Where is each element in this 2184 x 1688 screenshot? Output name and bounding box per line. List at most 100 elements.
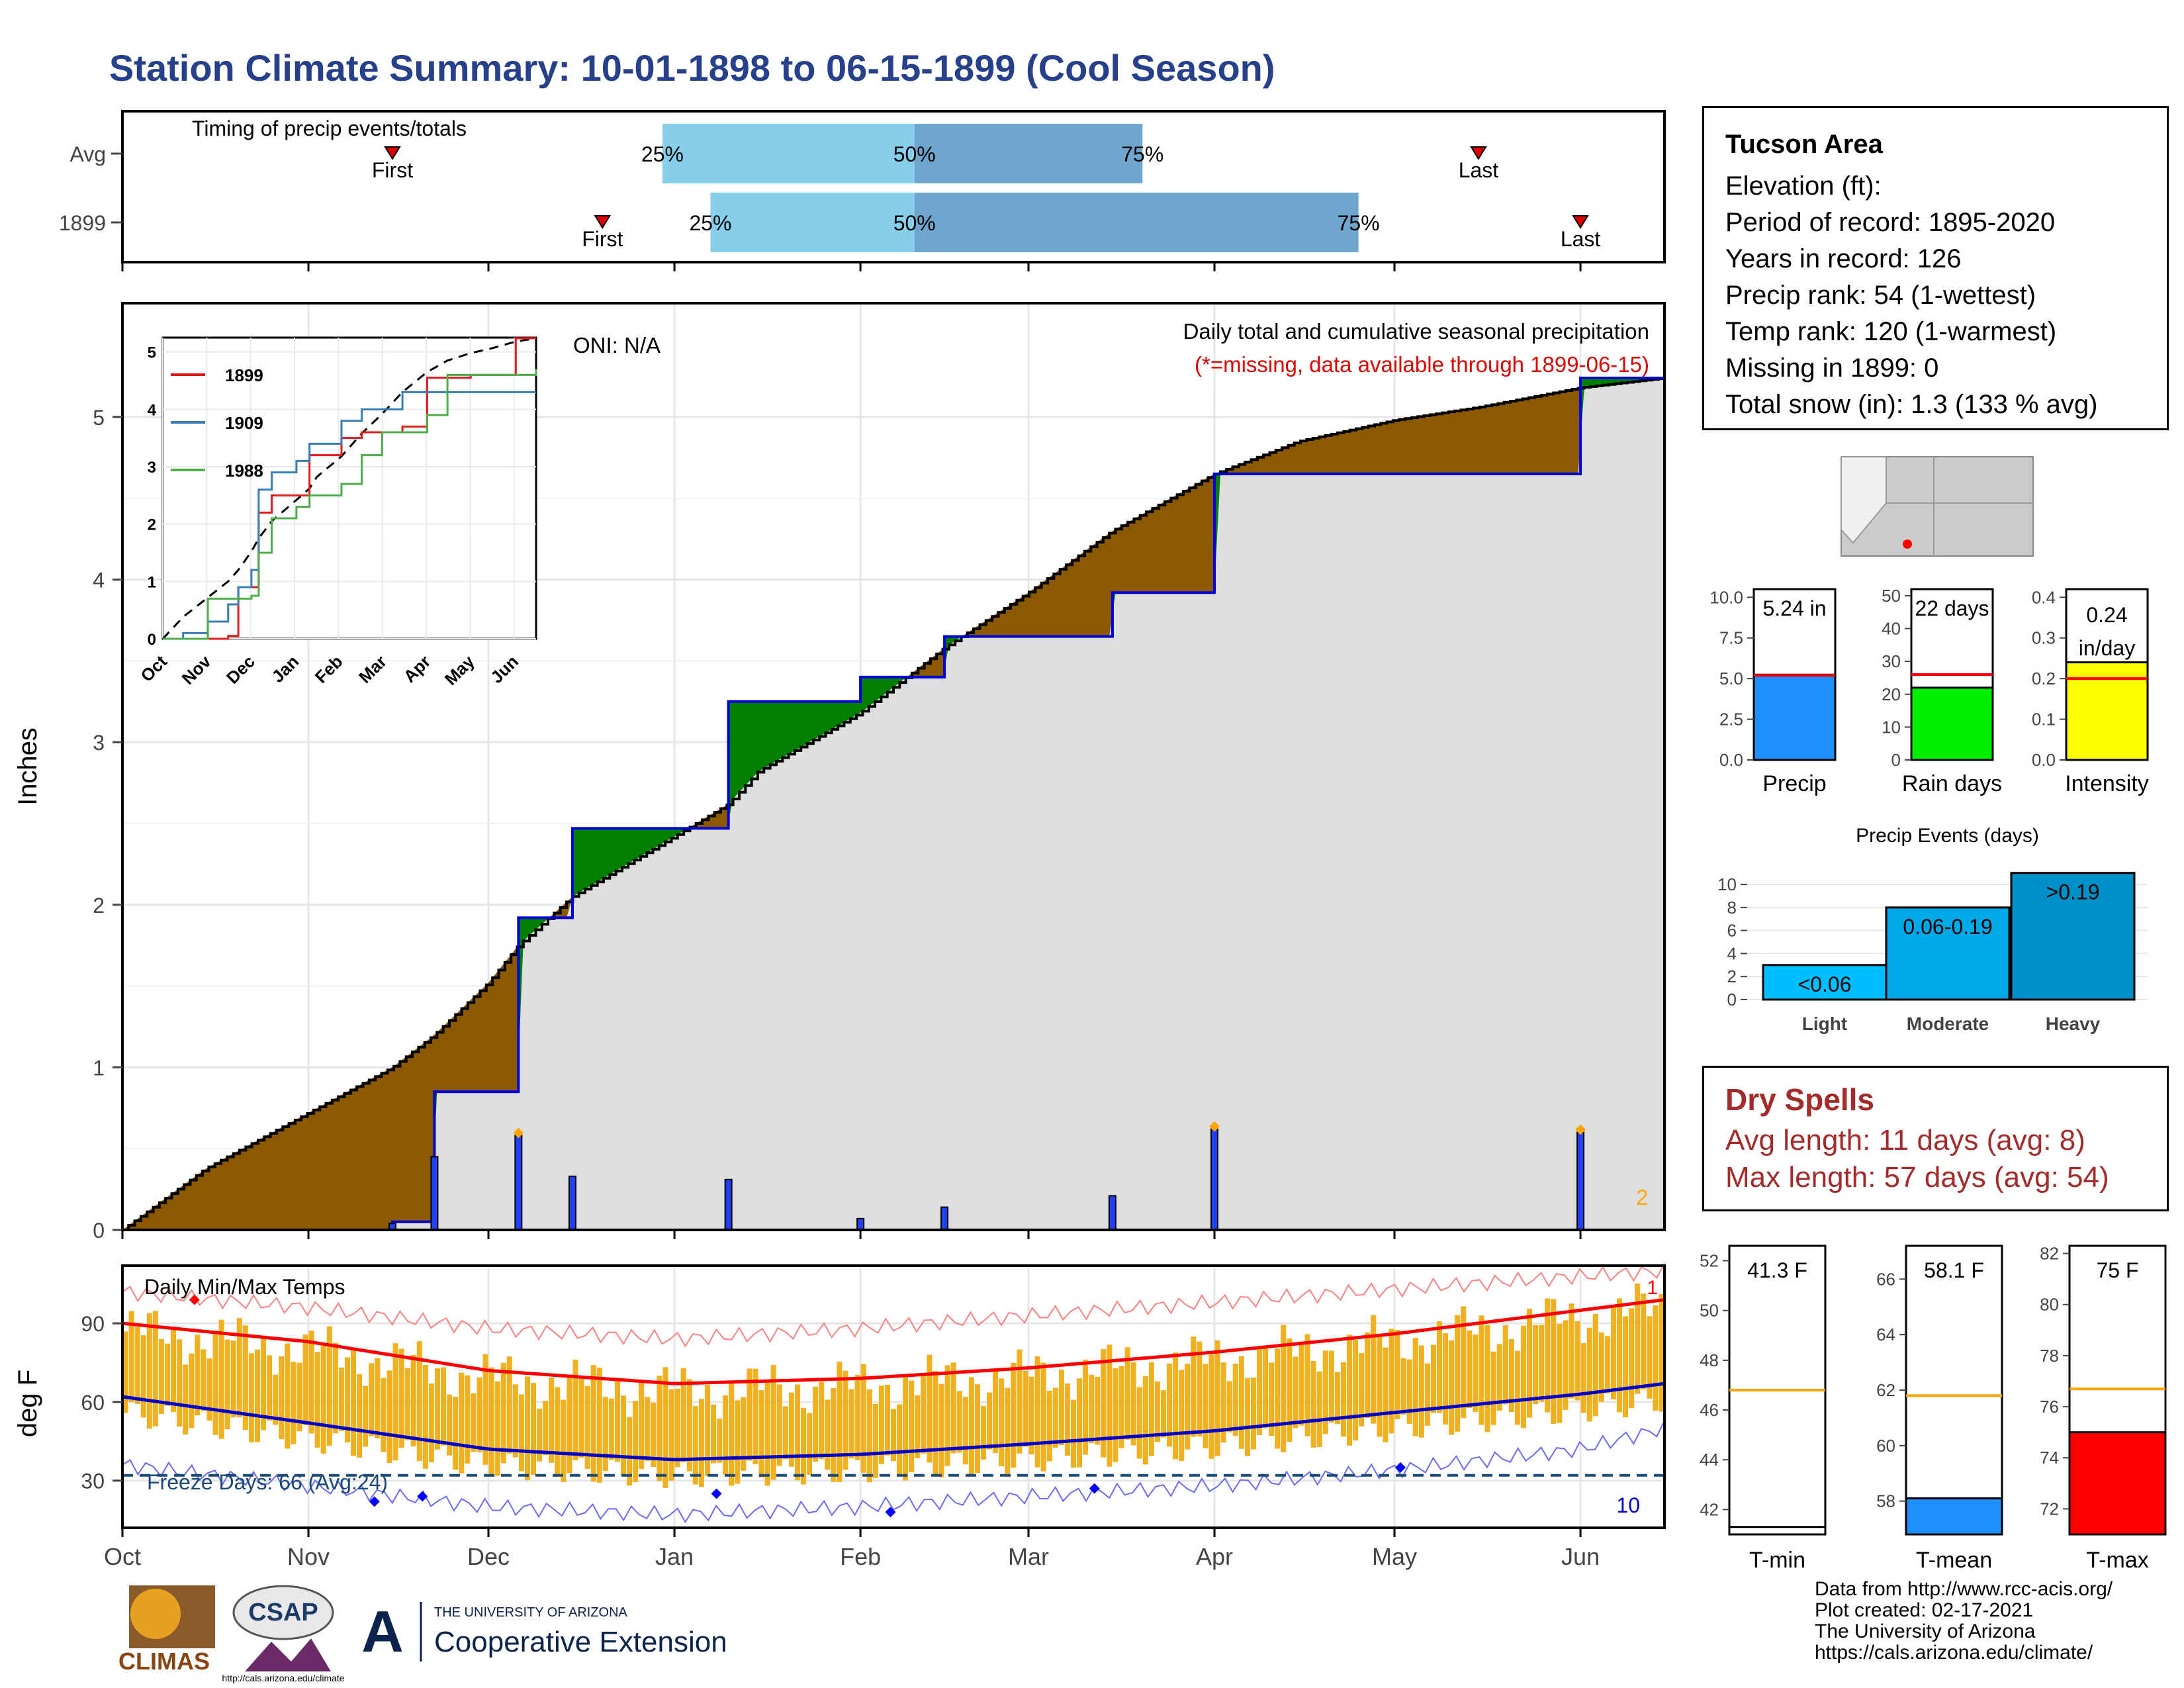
station-info-box: Tucson Area Elevation (ft): Period of re… [1702,106,2169,430]
daily-temp-bar [369,1363,375,1436]
daily-temp-bar [1185,1364,1191,1450]
daily-temp-bar [189,1353,195,1429]
daily-temp-bar [524,1376,530,1480]
temp-bar-frame [1905,1244,2003,1536]
daily-temp-bar [122,1331,128,1413]
temp-bar-tick-label: 72 [2040,1499,2059,1519]
daily-temp-bar [261,1335,267,1430]
daily-temp-bar [1400,1358,1406,1415]
daily-temp-bar [1118,1366,1124,1448]
dry-spells-avg: Avg length: 11 days (avg: 8) [1725,1124,2085,1156]
daily-temp-bar [842,1370,848,1470]
events-tick-label: 6 [1727,921,1737,941]
daily-temp-bar [195,1335,201,1416]
daily-temp-bar [711,1404,717,1464]
daily-temp-bar [692,1406,698,1485]
record-temp-marker [885,1507,896,1518]
temp-bar-name: T-min [1749,1548,1805,1573]
daily-temp-bar [1269,1362,1275,1436]
cumulative-common-area [122,377,1664,1231]
timing-25-label: 25% [641,142,684,166]
daily-temp-bar [428,1383,434,1463]
mini-bar-tick-label: 0.4 [2032,587,2056,607]
mini-bar-tick-label: 0.0 [2032,750,2056,770]
events-tick-label: 10 [1717,874,1737,894]
daily-temp-bar [267,1355,273,1421]
temp-bar-tick-label: 50 [1700,1301,1719,1321]
daily-temp-bar [1623,1316,1629,1417]
events-tick-label: 2 [1727,966,1737,986]
daily-temp-bar [686,1379,692,1472]
daily-temp-bar [1226,1381,1232,1432]
daily-temp-bar [248,1353,254,1442]
daily-temp-bar [878,1385,884,1464]
y-tick-label: 90 [81,1312,105,1336]
daily-temp-bar [590,1365,596,1482]
daily-temp-bar [1598,1332,1604,1402]
daily-temp-bar [375,1358,381,1438]
daily-temp-bar [308,1331,314,1434]
inset-series-1899-line [163,337,536,640]
daily-temp-bar [164,1343,170,1406]
station-line: Missing in 1899: 0 [1725,353,1939,383]
daily-temp-bar [1514,1350,1520,1425]
daily-temp-bar [416,1341,422,1462]
temp-panel-frame [121,1264,1666,1529]
daily-temp-bar [555,1387,561,1477]
daily-temp-bar [621,1395,627,1476]
daily-temp-bar [938,1383,944,1477]
daily-temp-bar [224,1339,230,1430]
daily-temp-bar [140,1335,146,1418]
y-tick-label: 0 [93,1219,105,1243]
record-max-line [122,1262,1665,1348]
daily-temp-bar [788,1392,794,1467]
y-tick-label: 30 [81,1470,105,1493]
daily-temp-bar [561,1399,567,1482]
temp-bar-tick-label: 82 [2040,1244,2059,1264]
daily-temp-bar [1310,1360,1316,1448]
daily-temp-bar [921,1376,927,1454]
temp-bar-tick-label: 48 [1700,1350,1719,1370]
events-bar-label: <0.06 [1798,972,1852,996]
daily-temp-bar [572,1359,578,1460]
daily-temp-bar [950,1362,956,1454]
y-tick-label: 2 [93,894,105,917]
month-label: Jan [655,1543,694,1570]
daily-temp-bar [1647,1316,1653,1399]
mini-bar-name: Precip [1762,771,1826,796]
temp-bar-T-min [1728,1526,1827,1536]
daily-temp-bar [639,1382,645,1470]
record-temp-marker [1395,1462,1406,1473]
mini-bar-tick-label: 7.5 [1719,628,1743,648]
daily-temp-bar [1328,1350,1334,1423]
inset-y-tick-label: 5 [148,344,156,362]
timing-75-label: 75% [1338,211,1380,235]
timing-50-label: 50% [893,211,936,235]
credit-line: https://cals.arizona.edu/climate/ [1815,1642,2093,1664]
temp-bar-name: T-max [2086,1548,2148,1573]
daily-temp-bar [422,1364,428,1469]
mini-bar-tick-label: 5.0 [1719,669,1743,688]
daily-temp-bar [645,1397,651,1461]
daily-temp-bar [1533,1325,1539,1405]
locator-map-region [1841,456,1887,544]
daily-temp-bar [596,1368,602,1483]
events-tick-label: 8 [1727,898,1737,917]
daily-temp-bar [764,1382,770,1486]
daily-temp-bar [1064,1383,1070,1456]
y-tick-label: 5 [93,406,105,430]
daily-temp-bar [465,1375,471,1464]
daily-precip-bar [1210,1128,1219,1231]
daily-temp-bar [158,1338,164,1414]
mini-bar-tick-label: 0.2 [2032,669,2056,688]
daily-temp-bar [453,1397,459,1470]
daily-temp-bar [1142,1376,1148,1465]
mini-bar-tick-label: 40 [1882,619,1901,639]
inset-average-line [161,337,537,640]
daily-temp-bar [723,1395,729,1475]
daily-temp-bar [584,1385,590,1469]
mini-bar-Intensity [2065,661,2149,761]
daily-temp-bar [1659,1293,1664,1412]
credit-line: Plot created: 02-17-2021 [1815,1599,2034,1621]
